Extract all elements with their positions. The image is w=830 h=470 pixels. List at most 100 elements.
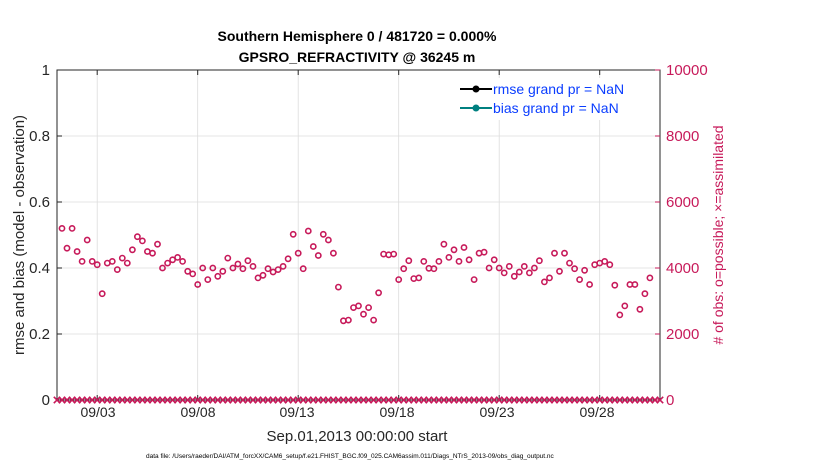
possible-obs-point — [314, 252, 322, 259]
possible-obs-point — [214, 272, 222, 280]
possible-obs-point — [500, 269, 508, 277]
legend-rmse-marker — [472, 85, 480, 93]
possible-obs-point — [58, 224, 66, 232]
possible-obs-point — [556, 267, 563, 275]
possible-obs-point — [611, 281, 619, 289]
possible-obs-point — [551, 249, 558, 257]
possible-obs-point — [581, 266, 588, 274]
possible-obs-point — [505, 262, 513, 270]
legend-bias-label: bias grand pr = NaN — [493, 100, 619, 116]
possible-obs-point — [128, 246, 136, 254]
assimilated-obs-point — [656, 396, 664, 404]
possible-obs-point — [309, 243, 317, 250]
possible-obs-point — [239, 265, 247, 273]
possible-obs-point — [194, 281, 202, 288]
possible-obs-point — [259, 271, 267, 279]
possible-obs-point — [334, 283, 342, 291]
possible-obs-point — [586, 281, 593, 288]
x-tick-label: 09/23 — [479, 404, 514, 420]
x-tick-label: 09/13 — [279, 404, 314, 420]
possible-obs-point — [510, 272, 518, 280]
y-right-tick-label: 2000 — [666, 326, 699, 343]
possible-obs-point — [329, 249, 337, 257]
possible-obs-point — [294, 249, 302, 257]
possible-obs-point — [621, 302, 629, 310]
y-right-tick-label: 10000 — [666, 62, 708, 79]
possible-obs-point — [274, 266, 282, 273]
possible-obs-point — [571, 265, 578, 273]
y-axis-left-ticks: 0 0.2 0.4 0.6 0.8 1 — [29, 62, 50, 409]
possible-obs-point — [490, 256, 498, 264]
series-assimilated-obs — [53, 396, 664, 404]
possible-obs-point — [108, 257, 116, 265]
possible-obs-point — [88, 257, 96, 265]
possible-obs-point — [370, 316, 377, 324]
possible-obs-point — [159, 264, 166, 272]
possible-obs-point — [118, 254, 126, 262]
possible-obs-point — [189, 270, 197, 278]
x-axis-label: Sep.01,2013 00:00:00 start — [267, 428, 449, 445]
x-axis-ticks: 09/03 09/08 09/13 09/18 09/23 09/28 — [80, 404, 614, 420]
possible-obs-point — [460, 244, 468, 251]
possible-obs-point — [430, 265, 438, 273]
possible-obs-point — [576, 276, 583, 283]
possible-obs-point — [204, 276, 212, 283]
legend: rmse grand pr = NaN bias grand pr = NaN — [452, 78, 650, 120]
y-right-tick-label: 0 — [666, 392, 674, 409]
possible-obs-point — [324, 236, 332, 244]
x-tick-label: 09/28 — [579, 404, 614, 420]
y-right-tick-label: 4000 — [666, 260, 699, 277]
possible-obs-point — [440, 240, 448, 248]
legend-bias-marker — [472, 104, 480, 112]
y-axis-label-left: rmse and bias (model - observation) — [11, 115, 28, 355]
legend-rmse-label: rmse grand pr = NaN — [493, 81, 624, 97]
possible-obs-point — [68, 224, 76, 232]
possible-obs-point — [541, 278, 548, 286]
possible-obs-point — [78, 257, 86, 265]
legend-box — [452, 78, 650, 120]
possible-obs-point — [450, 246, 458, 254]
possible-obs-point — [641, 290, 649, 298]
possible-obs-point — [98, 290, 106, 298]
possible-obs-point — [234, 260, 242, 268]
possible-obs-point — [319, 230, 327, 238]
possible-obs-point — [531, 264, 538, 272]
x-tick-label: 09/08 — [180, 404, 215, 420]
possible-obs-point — [495, 264, 503, 272]
possible-obs-point — [546, 274, 553, 282]
data-file-footnote: data file: /Users/raeder/DAI/ATM_forcXX/… — [146, 453, 555, 460]
possible-obs-point — [646, 274, 654, 282]
possible-obs-point — [465, 256, 473, 264]
possible-obs-point — [455, 257, 463, 265]
possible-obs-point — [606, 261, 614, 269]
possible-obs-point — [355, 302, 362, 310]
possible-obs-point — [154, 240, 161, 248]
possible-obs-point — [149, 249, 156, 257]
possible-obs-point — [405, 257, 413, 265]
y-right-tick-label: 8000 — [666, 128, 699, 145]
possible-obs-point — [113, 266, 121, 273]
possible-obs-point — [485, 264, 493, 272]
possible-obs-point — [133, 233, 141, 241]
y-tick-label: 0 — [42, 392, 50, 409]
y-tick-label: 0.4 — [29, 260, 50, 277]
possible-obs-point — [480, 248, 488, 256]
possible-obs-point — [138, 237, 146, 245]
possible-obs-point — [199, 264, 207, 272]
possible-obs-point — [415, 274, 423, 282]
possible-obs-point — [179, 257, 186, 265]
x-tick-label: 09/18 — [379, 404, 414, 420]
possible-obs-point — [616, 311, 624, 319]
possible-obs-point — [164, 259, 171, 267]
possible-obs-point — [420, 257, 428, 265]
possible-obs-point — [219, 267, 227, 275]
series-possible-obs — [58, 224, 654, 325]
possible-obs-point — [390, 250, 398, 258]
possible-obs-point — [566, 259, 573, 267]
possible-obs-point — [83, 236, 91, 244]
possible-obs-point — [365, 304, 372, 311]
y-tick-label: 0.2 — [29, 326, 50, 343]
possible-obs-point — [63, 244, 71, 252]
possible-obs-point — [601, 257, 609, 265]
